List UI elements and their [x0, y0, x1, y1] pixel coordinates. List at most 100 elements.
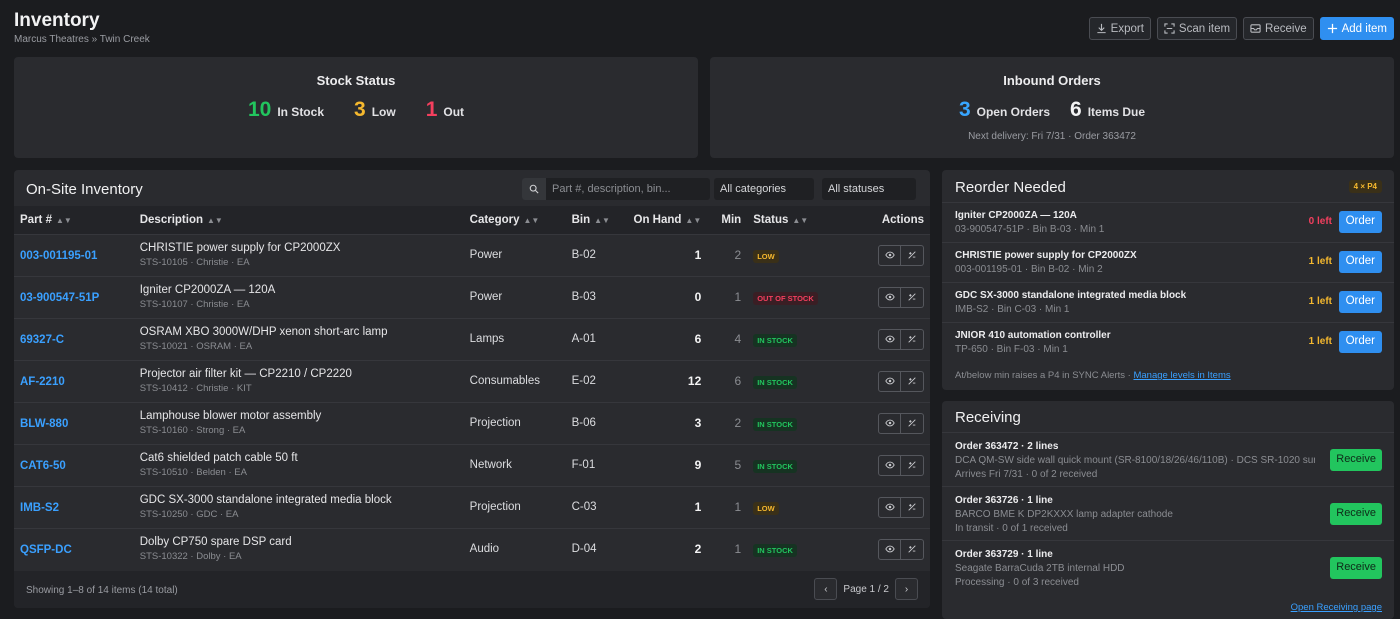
col-part[interactable]: Part # ▲▼: [14, 206, 134, 234]
page-header: Inventory Marcus Theatres » Twin Creek: [14, 10, 150, 45]
prev-page-button[interactable]: ‹: [814, 578, 838, 600]
reorder-footer: At/below min raises a P4 in SYNC Alerts …: [955, 370, 1231, 381]
item-description: GDC SX-3000 standalone integrated media …: [139, 494, 392, 506]
in-stock-label: In Stock: [277, 105, 324, 119]
open-receiving-link[interactable]: Open Receiving page: [1290, 602, 1382, 613]
scan-label: Scan item: [1178, 22, 1231, 35]
status-select[interactable]: All statuses: [822, 178, 916, 200]
table-row[interactable]: IMB-S2 GDC SX-3000 standalone integrated …: [14, 485, 930, 528]
item-sku: STS-10107 · Christie · EA: [139, 299, 250, 310]
eye-icon: [884, 503, 895, 511]
adjust-button[interactable]: [901, 244, 924, 266]
manage-levels-link[interactable]: Manage levels in Items: [1133, 370, 1231, 381]
item-on-hand: 12: [627, 359, 708, 402]
receiving-panel: Receiving Order 363472 · 2 lines DCA QM-S…: [942, 401, 1394, 619]
inbound-title: Inbound Orders: [1003, 73, 1101, 88]
receive-order-button[interactable]: Receive: [1330, 449, 1382, 471]
order-button[interactable]: Order: [1338, 291, 1382, 313]
category-select[interactable]: All categories: [714, 178, 814, 200]
stock-status-title: Stock Status: [316, 73, 396, 88]
eye-icon: [884, 293, 895, 301]
breadcrumb[interactable]: Marcus Theatres » Twin Creek: [14, 34, 150, 45]
adjust-button[interactable]: [901, 496, 924, 518]
col-on-hand[interactable]: On Hand ▲▼: [627, 206, 708, 234]
view-button[interactable]: [878, 244, 901, 266]
receiving-order-meta: In transit · 0 of 1 received: [955, 523, 1068, 534]
search-box: [522, 178, 710, 200]
table-row[interactable]: 03-900547-51P Igniter CP2000ZA — 120A STS-…: [14, 275, 930, 318]
col-category[interactable]: Category ▲▼: [463, 206, 566, 234]
col-status[interactable]: Status ▲▼: [747, 206, 848, 234]
status-badge: LOW: [753, 501, 779, 515]
view-button[interactable]: [878, 496, 901, 518]
item-min: 1: [707, 527, 748, 570]
table-row[interactable]: AF-2210 Projector air filter kit — CP2210…: [14, 359, 930, 402]
part-number-link[interactable]: IMB-S2: [20, 502, 59, 514]
adjust-button[interactable]: [901, 286, 924, 308]
adjust-button[interactable]: [901, 454, 924, 476]
adjust-icon: [908, 251, 916, 259]
add-item-button[interactable]: Add item: [1319, 17, 1394, 40]
reorder-title: Reorder Needed: [955, 179, 1066, 196]
reorder-item-left: 1 left: [1308, 256, 1332, 267]
status-badge: IN STOCK: [753, 333, 797, 347]
search-icon[interactable]: [522, 178, 546, 200]
adjust-button[interactable]: [901, 328, 924, 350]
table-row[interactable]: QSFP-DC Dolby CP750 spare DSP card STS-103…: [14, 527, 930, 570]
item-description: OSRAM XBO 3000W/DHP xenon short-arc lamp: [139, 326, 388, 338]
part-number-link[interactable]: AF-2210: [20, 376, 65, 388]
receive-button[interactable]: Receive: [1243, 17, 1314, 40]
table-row[interactable]: BLW-880 Lamphouse blower motor assembly ST…: [14, 401, 930, 444]
item-min: 4: [707, 317, 748, 360]
order-button[interactable]: Order: [1338, 331, 1382, 353]
receiving-title: Receiving: [955, 409, 1021, 426]
part-number-link[interactable]: QSFP-DC: [20, 544, 72, 557]
view-button[interactable]: [878, 538, 901, 560]
view-button[interactable]: [878, 286, 901, 308]
reorder-item-left: 1 left: [1308, 336, 1332, 347]
search-input[interactable]: [546, 178, 710, 200]
table-row[interactable]: CAT6-50 Cat6 shielded patch cable 50 ft ST…: [14, 443, 930, 486]
status-badge: IN STOCK: [753, 459, 797, 473]
receiving-order-desc: DCA QM-SW side wall quick mount (SR-8100…: [955, 455, 1315, 466]
export-button[interactable]: Export: [1088, 17, 1151, 40]
item-description: Cat6 shielded patch cable 50 ft: [139, 452, 298, 464]
item-bin: F-01: [565, 443, 628, 486]
item-min: 2: [707, 401, 748, 444]
receive-order-button[interactable]: Receive: [1330, 503, 1382, 525]
view-button[interactable]: [878, 370, 901, 392]
reorder-item-meta: 03-900547-51P · Bin B-03 · Min 1: [955, 224, 1105, 235]
item-description: Igniter CP2000ZA — 120A: [139, 284, 276, 296]
part-number-link[interactable]: BLW-880: [20, 418, 69, 430]
showing-count: Showing 1–8 of 14 items (14 total): [26, 585, 178, 596]
order-button[interactable]: Order: [1338, 251, 1382, 273]
status-badge: IN STOCK: [753, 375, 797, 389]
scan-item-button[interactable]: Scan item: [1156, 17, 1238, 40]
reorder-item-meta: IMB-S2 · Bin C-03 · Min 1: [955, 304, 1070, 315]
part-number-link[interactable]: 03-900547-51P: [20, 292, 100, 304]
view-button[interactable]: [878, 412, 901, 434]
col-description[interactable]: Description ▲▼: [133, 206, 464, 234]
item-bin: B-06: [565, 401, 628, 444]
item-min: 2: [707, 233, 748, 276]
eye-icon: [884, 335, 895, 343]
order-button[interactable]: Order: [1338, 211, 1382, 233]
view-button[interactable]: [878, 454, 901, 476]
item-sku: STS-10105 · Christie · EA: [139, 257, 250, 268]
adjust-button[interactable]: [901, 370, 924, 392]
adjust-button[interactable]: [901, 412, 924, 434]
next-page-button[interactable]: ›: [895, 578, 918, 600]
out-count: 1: [425, 98, 438, 121]
reorder-item: GDC SX-3000 standalone integrated media …: [942, 282, 1394, 322]
part-number-link[interactable]: 69327-C: [20, 334, 65, 346]
receive-label: Receive: [1265, 22, 1307, 35]
adjust-button[interactable]: [901, 538, 924, 560]
receive-order-button[interactable]: Receive: [1330, 557, 1382, 579]
part-number-link[interactable]: 003-001195-01: [20, 250, 98, 262]
table-row[interactable]: 69327-C OSRAM XBO 3000W/DHP xenon short-a…: [14, 317, 930, 360]
view-button[interactable]: [878, 328, 901, 350]
part-number-link[interactable]: CAT6-50: [20, 460, 66, 472]
col-bin[interactable]: Bin ▲▼: [565, 206, 628, 234]
col-min[interactable]: Min: [707, 206, 748, 234]
table-row[interactable]: 003-001195-01 CHRISTIE power supply for C…: [14, 233, 930, 276]
